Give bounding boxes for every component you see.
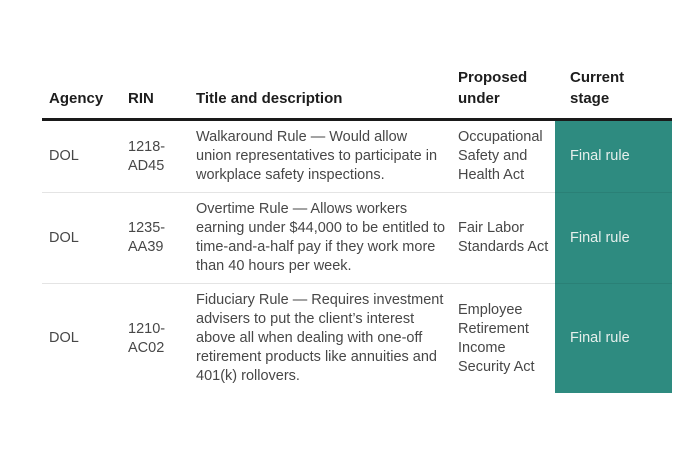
cell-title-description: Overtime Rule — Allows workers earning u… (188, 192, 450, 284)
header-title-description: Title and description (188, 67, 450, 121)
header-agency: Agency (42, 67, 120, 121)
table-header-row: Agency RIN Title and description Propose… (42, 67, 672, 121)
cell-current-stage: Final rule (555, 119, 672, 193)
cell-proposed-under: Fair Labor Standards Act (450, 192, 555, 284)
cell-agency: DOL (42, 283, 120, 393)
cell-agency: DOL (42, 192, 120, 284)
cell-rin: 1218-AD45 (128, 138, 166, 174)
header-proposed-under: Proposed under (450, 67, 555, 121)
header-current-stage: Current stage (555, 67, 672, 121)
cell-title-description: Walkaround Rule — Would allow union repr… (196, 129, 438, 183)
table-row: DOL 1218-AD45 Walkaround Rule — Would al… (42, 119, 672, 193)
cell-rin: 1210-AC02 (120, 283, 188, 393)
cell-title-description: Fiduciary Rule — Requires investment adv… (188, 283, 450, 393)
cell-agency: DOL (49, 148, 79, 164)
header-rin: RIN (120, 67, 188, 121)
cell-proposed-under: Employee Retirement Income Security Act (450, 283, 555, 393)
cell-current-stage: Final rule (555, 283, 672, 393)
cell-proposed-under: Occupational Safety and Health Act (458, 129, 543, 183)
cell-current-stage: Final rule (555, 192, 672, 284)
cell-rin: 1235-AA39 (120, 192, 188, 284)
regulations-table: Agency RIN Title and description Propose… (42, 67, 672, 393)
regulations-table-grid: Agency RIN Title and description Propose… (42, 67, 672, 393)
table-row: DOL 1235-AA39 Overtime Rule — Allows wor… (42, 192, 672, 284)
table-row: DOL 1210-AC02 Fiduciary Rule — Requires … (42, 283, 672, 393)
